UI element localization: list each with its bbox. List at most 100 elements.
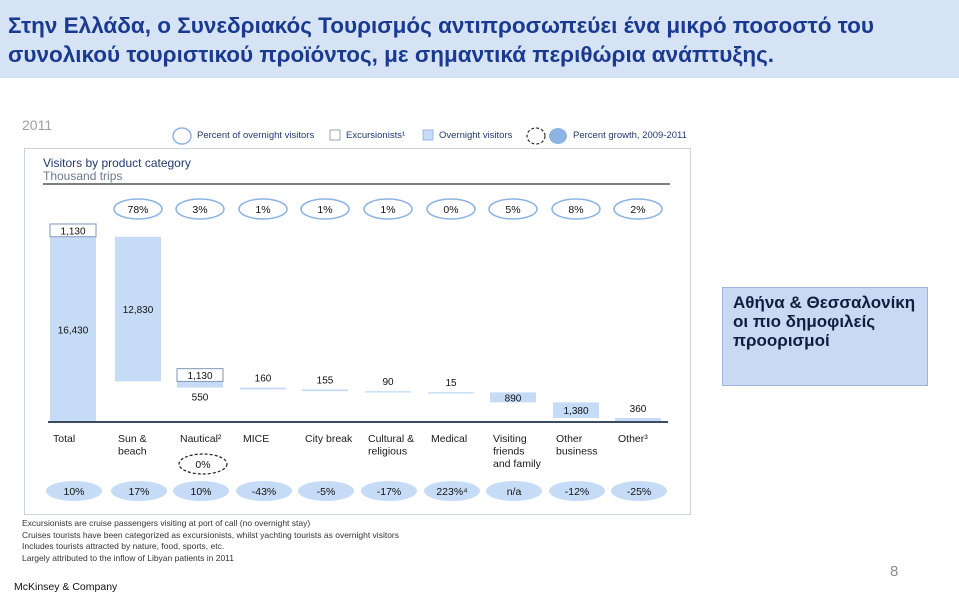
legend-percent-overnight-label: Percent of overnight visitors xyxy=(197,130,315,141)
pct-overnight-label-3: 1% xyxy=(255,204,270,216)
bar-4-overnight xyxy=(302,389,348,392)
growth-oval-4 xyxy=(298,481,354,501)
growth-oval-5 xyxy=(361,481,417,501)
slide-title-line-1: Στην Ελλάδα, ο Συνεδριακός Τουρισμός αντ… xyxy=(8,13,874,38)
legend-excursionists-icon xyxy=(329,129,341,141)
label-total-overnight: 16,430 xyxy=(58,325,89,336)
legend-growth-label: Percent growth, 2009-2011 xyxy=(573,130,687,141)
growth-oval-9 xyxy=(611,481,667,501)
footer-company: McKinsey & Company xyxy=(14,581,118,593)
label-6-overnight: 15 xyxy=(445,378,457,389)
category-label-8-line-0: Other xyxy=(556,433,583,445)
slide-title-line-2: συνολικού τουριστικού προϊόντος, με σημα… xyxy=(8,42,775,67)
bar-9-overnight xyxy=(615,417,661,422)
growth-label-9: -25% xyxy=(627,486,652,498)
label-5-overnight: 90 xyxy=(382,377,394,388)
growth-oval-2 xyxy=(173,481,229,501)
pct-overnight-oval-3 xyxy=(238,198,288,220)
chart-subtitle: Thousand trips xyxy=(43,169,122,183)
legend xyxy=(172,127,567,145)
pct-overnight-label-9: 2% xyxy=(630,204,645,216)
category-label-6: Medical xyxy=(431,433,467,445)
legend-overnight-icon xyxy=(422,129,434,141)
growth-label-5: -17% xyxy=(377,486,402,498)
category-label-7-line-2: and family xyxy=(493,458,542,470)
pct-overnight-label-6: 0% xyxy=(443,204,458,216)
bar-6-overnight xyxy=(428,392,474,394)
category-label-7-line-0: Visiting xyxy=(493,433,527,445)
pct-overnight-oval-4 xyxy=(300,198,350,220)
pct-overnight-label-1: 78% xyxy=(127,204,148,216)
label-2-excursionists: 1,130 xyxy=(187,371,212,382)
percent-overnight-row: 78% 3% 1% 1% 1% 0% 5% 8% 2% xyxy=(113,198,663,220)
bar-3-overnight xyxy=(240,387,286,390)
label-total-excursionists: 1,130 xyxy=(60,226,85,237)
pct-overnight-oval-2 xyxy=(175,198,225,220)
pct-overnight-label-5: 1% xyxy=(380,204,395,216)
growth-oval-8 xyxy=(549,481,605,501)
category-label-7-line-1: friends xyxy=(493,446,525,458)
label-8-overnight: 1,380 xyxy=(563,406,588,417)
bar-1-overnight xyxy=(115,236,161,382)
category-labels: Total Sun &beach Nautical² MICE City break Cu… xyxy=(53,433,648,470)
bar-value-labels: 16,430 1,130 12,830 550 1,130 160 155 90 15 890 1,… xyxy=(58,226,647,417)
pct-overnight-label-2: 3% xyxy=(192,204,207,216)
growth-label-7: n/a xyxy=(507,486,522,498)
growth-oval-3 xyxy=(236,481,292,501)
bar-5-overnight xyxy=(365,391,411,393)
growth-label-1: 17% xyxy=(128,486,149,498)
footnote-3: Includes tourists attracted by nature, f… xyxy=(22,541,225,551)
footnotes: Excursionists are cruise passengers visi… xyxy=(22,518,399,564)
growth-oval-1 xyxy=(111,481,167,501)
label-4-overnight: 155 xyxy=(317,375,334,386)
pct-overnight-label-7: 5% xyxy=(505,204,520,216)
pct-overnight-oval-9 xyxy=(613,198,663,220)
destinations-callout: Αθήνα & Θεσσαλονίκη οι πιο δημοφιλείς πρ… xyxy=(722,287,928,386)
category-label-5-line-0: Cultural & xyxy=(368,433,414,445)
growth-label-0: 10% xyxy=(63,486,84,498)
category-label-1-line-0: Sun & xyxy=(118,433,147,445)
title-bar xyxy=(0,0,959,78)
legend-growth-dashed-icon xyxy=(526,127,546,145)
bar-7-overnight xyxy=(490,392,536,403)
label-7-overnight: 890 xyxy=(505,393,522,404)
page-number: 8 xyxy=(890,563,899,580)
growth-oval-0 xyxy=(46,481,102,501)
pct-overnight-oval-8 xyxy=(551,198,601,220)
bar-2-excursionists xyxy=(176,368,224,382)
legend-percent-overnight-icon xyxy=(172,127,192,145)
pct-overnight-oval-5 xyxy=(363,198,413,220)
pct-overnight-oval-1 xyxy=(113,198,163,220)
category-label-2: Nautical² xyxy=(180,433,222,445)
growth-oval-7 xyxy=(486,481,542,501)
growth-label-6: 223%⁴ xyxy=(436,486,467,498)
growth-label-8: -12% xyxy=(565,486,590,498)
category-label-0: Total xyxy=(53,433,75,445)
bars-group xyxy=(49,223,661,422)
growth-row: 0% 10% 17% 10% -43% -5% -17% 223%⁴ n/a -12% -25% xyxy=(46,453,667,501)
category-label-9: Other³ xyxy=(618,433,648,445)
pct-overnight-label-8: 8% xyxy=(568,204,583,216)
label-9-overnight: 360 xyxy=(630,404,647,415)
category-label-3: MICE xyxy=(243,433,269,445)
label-2-overnight: 550 xyxy=(192,393,209,404)
year-label: 2011 xyxy=(22,117,53,133)
bar-total-excursionists xyxy=(49,223,97,238)
bar-total-overnight xyxy=(50,236,96,422)
legend-overnight-label: Overnight visitors xyxy=(439,130,513,141)
category-label-8-line-1: business xyxy=(556,446,597,458)
category-label-4: City break xyxy=(305,433,353,445)
footnote-4: Largely attributed to the inflow of Liby… xyxy=(22,552,235,563)
category-label-1-line-1: beach xyxy=(118,446,147,458)
growth-oval-6 xyxy=(424,481,480,501)
bar-2-overnight xyxy=(177,381,223,388)
chart-title: Visitors by product category xyxy=(43,156,191,170)
legend-excursionists-label: Excursionists¹ xyxy=(346,130,406,141)
category-label-5-line-1: religious xyxy=(368,446,407,458)
growth-label-3: -43% xyxy=(252,486,277,498)
label-1-overnight: 12,830 xyxy=(123,305,154,316)
label-3-overnight: 160 xyxy=(255,374,272,385)
footnote-1: Excursionists are cruise passengers visi… xyxy=(22,518,311,528)
nautical-excursionist-growth-oval xyxy=(178,453,228,475)
